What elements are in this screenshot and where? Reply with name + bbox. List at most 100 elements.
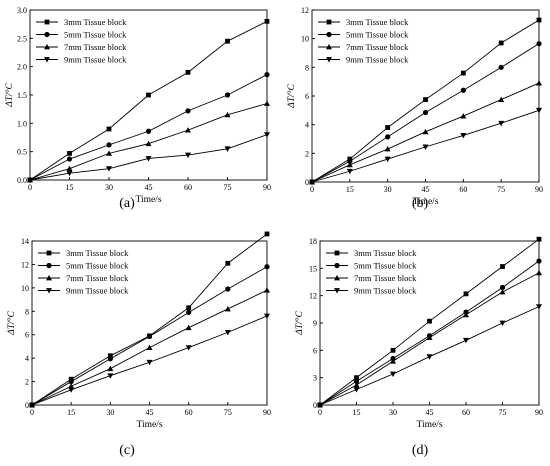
- x-axis-label: Time/s: [135, 195, 161, 205]
- y-axis-label: ΔT/°C: [294, 311, 305, 336]
- y-tick-label: 0: [313, 401, 317, 410]
- chart-panel-b: 0 15 30 45 60 75 90 0 2 4 6 8 10 12 Time/s ΔT/°C 3mm Tis…: [286, 6, 543, 211]
- panel-label: (a): [119, 196, 135, 211]
- data-point: [536, 258, 542, 264]
- y-tick-label: 8: [305, 63, 309, 72]
- legend-entry: 3mm Tissue block: [346, 17, 409, 27]
- data-point: [264, 18, 270, 24]
- data-point: [426, 354, 433, 360]
- y-tick-label: 0: [25, 401, 29, 410]
- y-tick-label: 12: [301, 6, 309, 15]
- data-point: [185, 324, 192, 331]
- data-point: [346, 168, 353, 175]
- data-point: [500, 264, 505, 269]
- data-point: [427, 318, 432, 324]
- x-tick-label: 15: [353, 408, 361, 417]
- x-tick-label: 60: [185, 408, 193, 417]
- x-tick-label: 60: [462, 408, 470, 417]
- x-tick-label: 15: [346, 185, 354, 194]
- legend-entry: 5mm Tissue block: [354, 261, 417, 271]
- y-tick-label: 1.5: [17, 91, 27, 100]
- data-point: [423, 97, 428, 102]
- x-tick-label: 0: [310, 185, 314, 194]
- data-point: [106, 126, 112, 132]
- y-tick-label: 2: [25, 378, 29, 387]
- legend-entry: 9mm Tissue block: [64, 55, 127, 65]
- data-point: [66, 170, 73, 177]
- data-point: [186, 305, 192, 311]
- y-axis-label: ΔT/°C: [4, 83, 15, 108]
- data-point: [499, 320, 506, 326]
- x-tick-label: 15: [66, 183, 74, 192]
- data-point: [384, 156, 391, 163]
- x-tick-label: 75: [224, 408, 232, 417]
- y-tick-label: 14: [21, 237, 29, 246]
- data-point: [106, 150, 112, 156]
- x-tick-label: 75: [499, 408, 507, 417]
- x-axis-label: Time/s: [412, 197, 438, 207]
- legend-entry: 7mm Tissue block: [354, 273, 417, 283]
- data-point: [224, 329, 231, 336]
- legend-entry: 5mm Tissue block: [346, 30, 409, 40]
- series-line-2: [319, 260, 540, 406]
- x-tick-label: 75: [224, 183, 232, 192]
- data-point: [536, 304, 542, 310]
- y-tick-label: 8: [25, 307, 29, 316]
- legend-entry: 7mm Tissue block: [346, 42, 409, 52]
- x-tick-label: 0: [30, 408, 34, 417]
- legend-marker: [326, 19, 332, 25]
- x-tick-label: 45: [146, 408, 154, 417]
- x-tick-label: 45: [145, 183, 153, 192]
- legend-marker: [44, 19, 50, 25]
- data-point: [185, 152, 191, 159]
- data-point: [224, 146, 231, 152]
- data-point: [145, 156, 152, 162]
- chart-panel-d: 0 15 30 45 60 75 90 0 3 6 9 12 15 18 Time/s ΔT/°C 3mm Ti…: [294, 236, 543, 458]
- legend-entry: 5mm Tissue block: [64, 30, 127, 40]
- data-point: [346, 161, 353, 168]
- data-point: [460, 87, 466, 93]
- panel-label: (b): [412, 196, 429, 211]
- data-point: [422, 128, 429, 135]
- panel-label: (c): [119, 443, 135, 458]
- data-point: [67, 150, 72, 156]
- data-point: [354, 375, 359, 381]
- data-point: [185, 69, 191, 75]
- data-point: [499, 284, 506, 291]
- y-tick-label: 4: [305, 121, 309, 130]
- data-point: [185, 108, 191, 114]
- x-tick-label: 30: [106, 408, 114, 417]
- legend-marker: [334, 275, 340, 281]
- data-point: [107, 373, 114, 379]
- data-point: [146, 333, 153, 340]
- legend-marker: [334, 250, 340, 256]
- x-axis-label: Time/s: [416, 420, 442, 430]
- data-point: [463, 337, 469, 344]
- legend-marker: [46, 250, 52, 256]
- y-tick-label: 6: [305, 92, 309, 101]
- data-point: [390, 347, 396, 353]
- data-point: [384, 146, 391, 152]
- legend-marker: [44, 31, 50, 38]
- data-point: [309, 179, 315, 185]
- data-point: [426, 334, 433, 340]
- data-point: [224, 305, 231, 312]
- data-point: [68, 387, 75, 393]
- x-tick-label: 60: [184, 183, 192, 192]
- data-point: [68, 383, 75, 389]
- legend-entry: 9mm Tissue block: [354, 286, 417, 296]
- legend-marker: [326, 57, 332, 63]
- data-point: [498, 120, 505, 127]
- data-point: [107, 356, 113, 362]
- legend-entry: 9mm Tissue block: [346, 55, 409, 65]
- x-tick-label: 30: [105, 183, 113, 192]
- data-point: [264, 72, 270, 78]
- data-point: [390, 371, 396, 378]
- data-point: [536, 41, 542, 47]
- y-tick-label: 4: [25, 354, 29, 363]
- data-point: [353, 387, 360, 393]
- legend-marker: [46, 262, 52, 269]
- x-tick-label: 45: [422, 185, 430, 194]
- x-tick-label: 90: [535, 185, 543, 194]
- data-point: [225, 38, 230, 44]
